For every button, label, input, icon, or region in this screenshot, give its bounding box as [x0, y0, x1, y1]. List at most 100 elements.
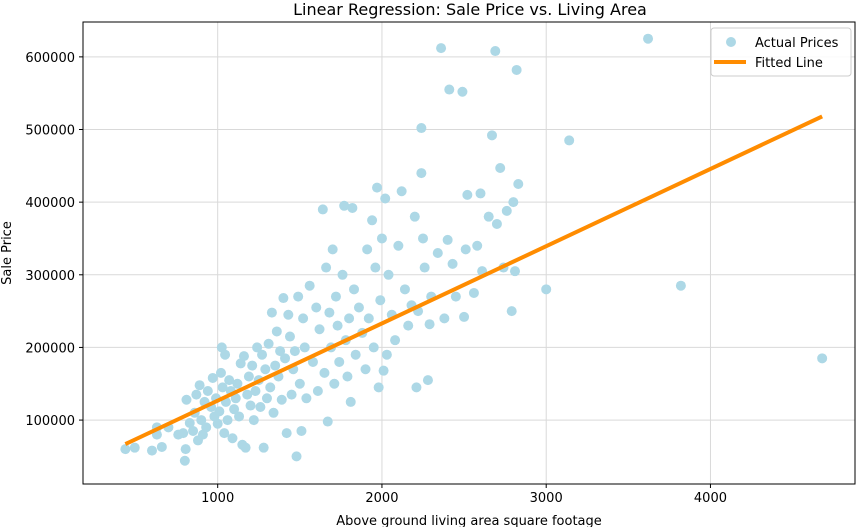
x-tick-label: 1000	[201, 491, 234, 506]
data-point	[285, 332, 295, 342]
data-point	[382, 350, 392, 360]
data-point	[507, 306, 517, 316]
data-point	[443, 235, 453, 245]
data-point	[451, 292, 461, 302]
data-point	[255, 402, 265, 412]
data-point	[487, 130, 497, 140]
data-point	[328, 244, 338, 254]
data-point	[334, 357, 344, 367]
legend-label-actual: Actual Prices	[755, 36, 839, 51]
data-point	[277, 395, 287, 405]
data-point	[416, 168, 426, 178]
data-point	[120, 444, 130, 454]
data-point	[475, 188, 485, 198]
legend-label-fitted: Fitted Line	[755, 56, 823, 71]
data-point	[418, 233, 428, 243]
data-point	[329, 379, 339, 389]
data-point	[333, 321, 343, 331]
data-point	[347, 203, 357, 213]
data-point	[364, 313, 374, 323]
data-point	[495, 163, 505, 173]
data-point	[472, 241, 482, 251]
data-point	[250, 386, 260, 396]
data-point	[201, 422, 211, 432]
data-point	[223, 415, 233, 425]
data-point	[220, 350, 230, 360]
data-point	[178, 428, 188, 438]
data-point	[311, 302, 321, 312]
legend: Actual Prices Fitted Line	[711, 28, 851, 76]
data-point	[420, 263, 430, 273]
x-tick-label: 3000	[530, 491, 563, 506]
data-point	[346, 397, 356, 407]
data-point	[267, 308, 277, 318]
data-point	[287, 390, 297, 400]
data-point	[324, 308, 334, 318]
data-point	[410, 212, 420, 222]
data-point	[270, 361, 280, 371]
data-point	[300, 342, 310, 352]
data-point	[375, 295, 385, 305]
x-tick-label: 2000	[365, 491, 398, 506]
data-point	[461, 244, 471, 254]
data-point	[377, 233, 387, 243]
y-axis-label: Sale Price	[0, 221, 15, 285]
data-point	[541, 284, 551, 294]
data-point	[262, 393, 272, 403]
data-point	[265, 382, 275, 392]
data-point	[259, 443, 269, 453]
data-point	[257, 350, 267, 360]
y-tick-label: 300000	[25, 269, 75, 284]
data-point	[397, 186, 407, 196]
data-point	[512, 65, 522, 75]
data-point	[643, 34, 653, 44]
data-point	[400, 284, 410, 294]
data-point	[296, 426, 306, 436]
data-point	[315, 324, 325, 334]
data-point	[282, 428, 292, 438]
data-point	[283, 310, 293, 320]
data-point	[459, 312, 469, 322]
data-point	[280, 353, 290, 363]
y-tick-label: 400000	[25, 196, 75, 211]
data-point	[344, 313, 354, 323]
data-point	[239, 351, 249, 361]
data-point	[349, 284, 359, 294]
data-point	[676, 281, 686, 291]
data-point	[241, 443, 251, 453]
data-point	[191, 390, 201, 400]
data-point	[318, 204, 328, 214]
data-point	[195, 380, 205, 390]
data-point	[361, 364, 371, 374]
data-point	[180, 456, 190, 466]
data-point	[331, 292, 341, 302]
data-point	[295, 379, 305, 389]
data-point	[269, 408, 279, 418]
data-point	[508, 197, 518, 207]
data-point	[379, 366, 389, 376]
fitted-line-layer	[125, 116, 822, 444]
chart-title: Linear Regression: Sale Price vs. Living…	[293, 0, 647, 19]
data-point	[246, 401, 256, 411]
data-point	[301, 393, 311, 403]
data-point	[260, 364, 270, 374]
data-point	[369, 342, 379, 352]
data-point	[817, 353, 827, 363]
data-point	[147, 446, 157, 456]
data-point	[362, 244, 372, 254]
data-point	[305, 281, 315, 291]
data-point	[234, 411, 244, 421]
data-point	[393, 241, 403, 251]
y-tick-label: 200000	[25, 341, 75, 356]
data-point	[462, 190, 472, 200]
data-point	[444, 85, 454, 95]
data-point	[203, 386, 213, 396]
data-point	[342, 371, 352, 381]
data-point	[321, 263, 331, 273]
data-point	[249, 415, 259, 425]
data-point	[490, 46, 500, 56]
scatter-points	[120, 34, 827, 466]
data-point	[214, 406, 224, 416]
data-point	[390, 335, 400, 345]
